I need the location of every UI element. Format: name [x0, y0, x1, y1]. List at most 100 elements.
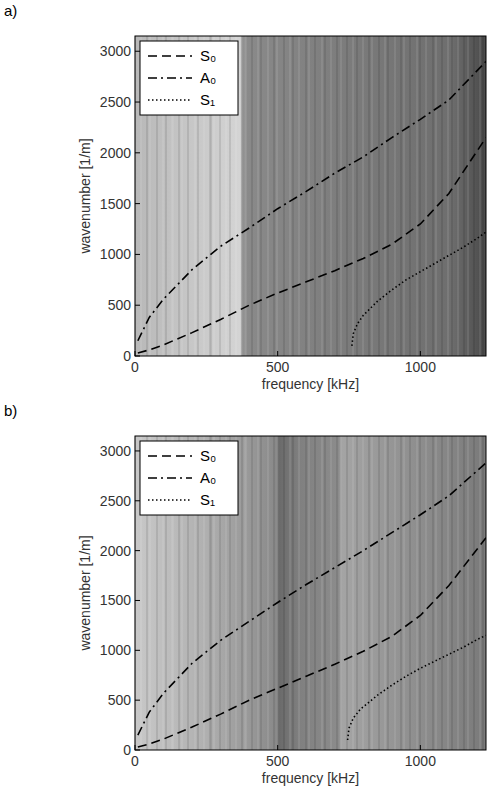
legend-swatch: [148, 455, 192, 457]
texture-line: [363, 436, 364, 750]
texture-line: [258, 436, 259, 750]
texture-line: [268, 436, 269, 750]
texture-line: [325, 436, 326, 750]
texture-line: [347, 436, 348, 750]
y-tick-label: 2000: [100, 543, 131, 559]
texture-line: [309, 436, 310, 750]
texture-line: [385, 36, 386, 356]
texture-line: [258, 36, 259, 356]
texture-line: [426, 36, 427, 356]
x-tick: [420, 745, 421, 750]
texture-line: [420, 436, 421, 750]
texture: [135, 36, 483, 356]
texture-line: [395, 436, 396, 750]
texture-line: [452, 436, 453, 750]
texture-line: [410, 436, 411, 750]
background: [135, 36, 486, 356]
texture-line: [325, 36, 326, 356]
texture-line: [246, 436, 247, 750]
texture-line: [474, 436, 475, 750]
y-tick-label: 1500: [100, 196, 131, 212]
texture-line: [468, 36, 469, 356]
texture-line: [341, 36, 342, 356]
x-axis-title: frequency [kHz]: [262, 770, 359, 786]
x-tick-label: 1000: [405, 753, 436, 769]
texture-line: [433, 36, 434, 356]
texture-line: [436, 436, 437, 750]
legend: S₀A₀S₁: [140, 41, 238, 115]
legend-swatch: [148, 99, 192, 101]
texture-line: [363, 36, 364, 356]
legend-swatch: [148, 55, 192, 57]
texture-line: [331, 36, 332, 356]
texture-line: [388, 36, 389, 356]
y-tick: [135, 750, 140, 751]
series-line: [348, 635, 486, 740]
legend-label: S₁: [200, 491, 215, 508]
texture-line: [426, 436, 427, 750]
texture-line: [483, 36, 484, 356]
texture-line: [341, 436, 342, 750]
y-tick: [135, 254, 140, 255]
texture-line: [353, 36, 354, 356]
texture-line: [464, 436, 465, 750]
panel: b)05001000050010001500200025003000freque…: [4, 402, 486, 786]
y-tick: [135, 600, 140, 601]
x-tick-label: 500: [266, 753, 290, 769]
x-tick: [135, 745, 136, 750]
x-tick: [135, 351, 136, 356]
texture-line: [274, 36, 275, 356]
texture-line: [452, 36, 453, 356]
x-tick: [420, 351, 421, 356]
texture-line: [290, 436, 291, 750]
panel-letter: a): [4, 2, 17, 19]
texture-line: [388, 436, 389, 750]
texture-line: [299, 436, 300, 750]
texture-line: [458, 436, 459, 750]
y-tick-label: 1000: [100, 642, 131, 658]
texture-line: [252, 36, 253, 356]
texture-line: [261, 36, 262, 356]
texture-line: [315, 436, 316, 750]
texture-line: [284, 436, 285, 750]
y-tick: [135, 700, 140, 701]
texture-line: [306, 436, 307, 750]
texture-line: [474, 36, 475, 356]
texture-line: [448, 436, 449, 750]
texture-line: [379, 436, 380, 750]
texture-line: [448, 36, 449, 356]
texture-line: [252, 436, 253, 750]
texture-line: [379, 36, 380, 356]
x-tick: [277, 351, 278, 356]
x-tick-label: 0: [131, 359, 139, 375]
y-tick-label: 3000: [100, 443, 131, 459]
texture-line: [433, 436, 434, 750]
texture-line: [417, 436, 418, 750]
texture-line: [337, 436, 338, 750]
y-tick: [135, 356, 140, 357]
texture-line: [357, 36, 358, 356]
texture-line: [274, 436, 275, 750]
texture-line: [309, 36, 310, 356]
texture-line: [401, 36, 402, 356]
y-tick: [135, 500, 140, 501]
y-tick: [135, 102, 140, 103]
y-tick-label: 0: [123, 742, 131, 758]
x-axis-title: frequency [kHz]: [262, 376, 359, 392]
texture-line: [410, 36, 411, 356]
series-line: [352, 232, 486, 346]
y-tick-label: 500: [108, 297, 132, 313]
texture-line: [306, 36, 307, 356]
texture-line: [420, 36, 421, 356]
y-tick: [135, 152, 140, 153]
y-tick: [135, 203, 140, 204]
x-tick-label: 0: [131, 753, 139, 769]
y-axis-title: wavenumber [1/m]: [77, 138, 93, 254]
texture: [135, 436, 483, 750]
legend-box: [140, 41, 238, 115]
texture-line: [347, 36, 348, 356]
y-tick-label: 0: [123, 348, 131, 364]
texture-line: [436, 36, 437, 356]
texture-line: [290, 36, 291, 356]
texture-line: [293, 36, 294, 356]
